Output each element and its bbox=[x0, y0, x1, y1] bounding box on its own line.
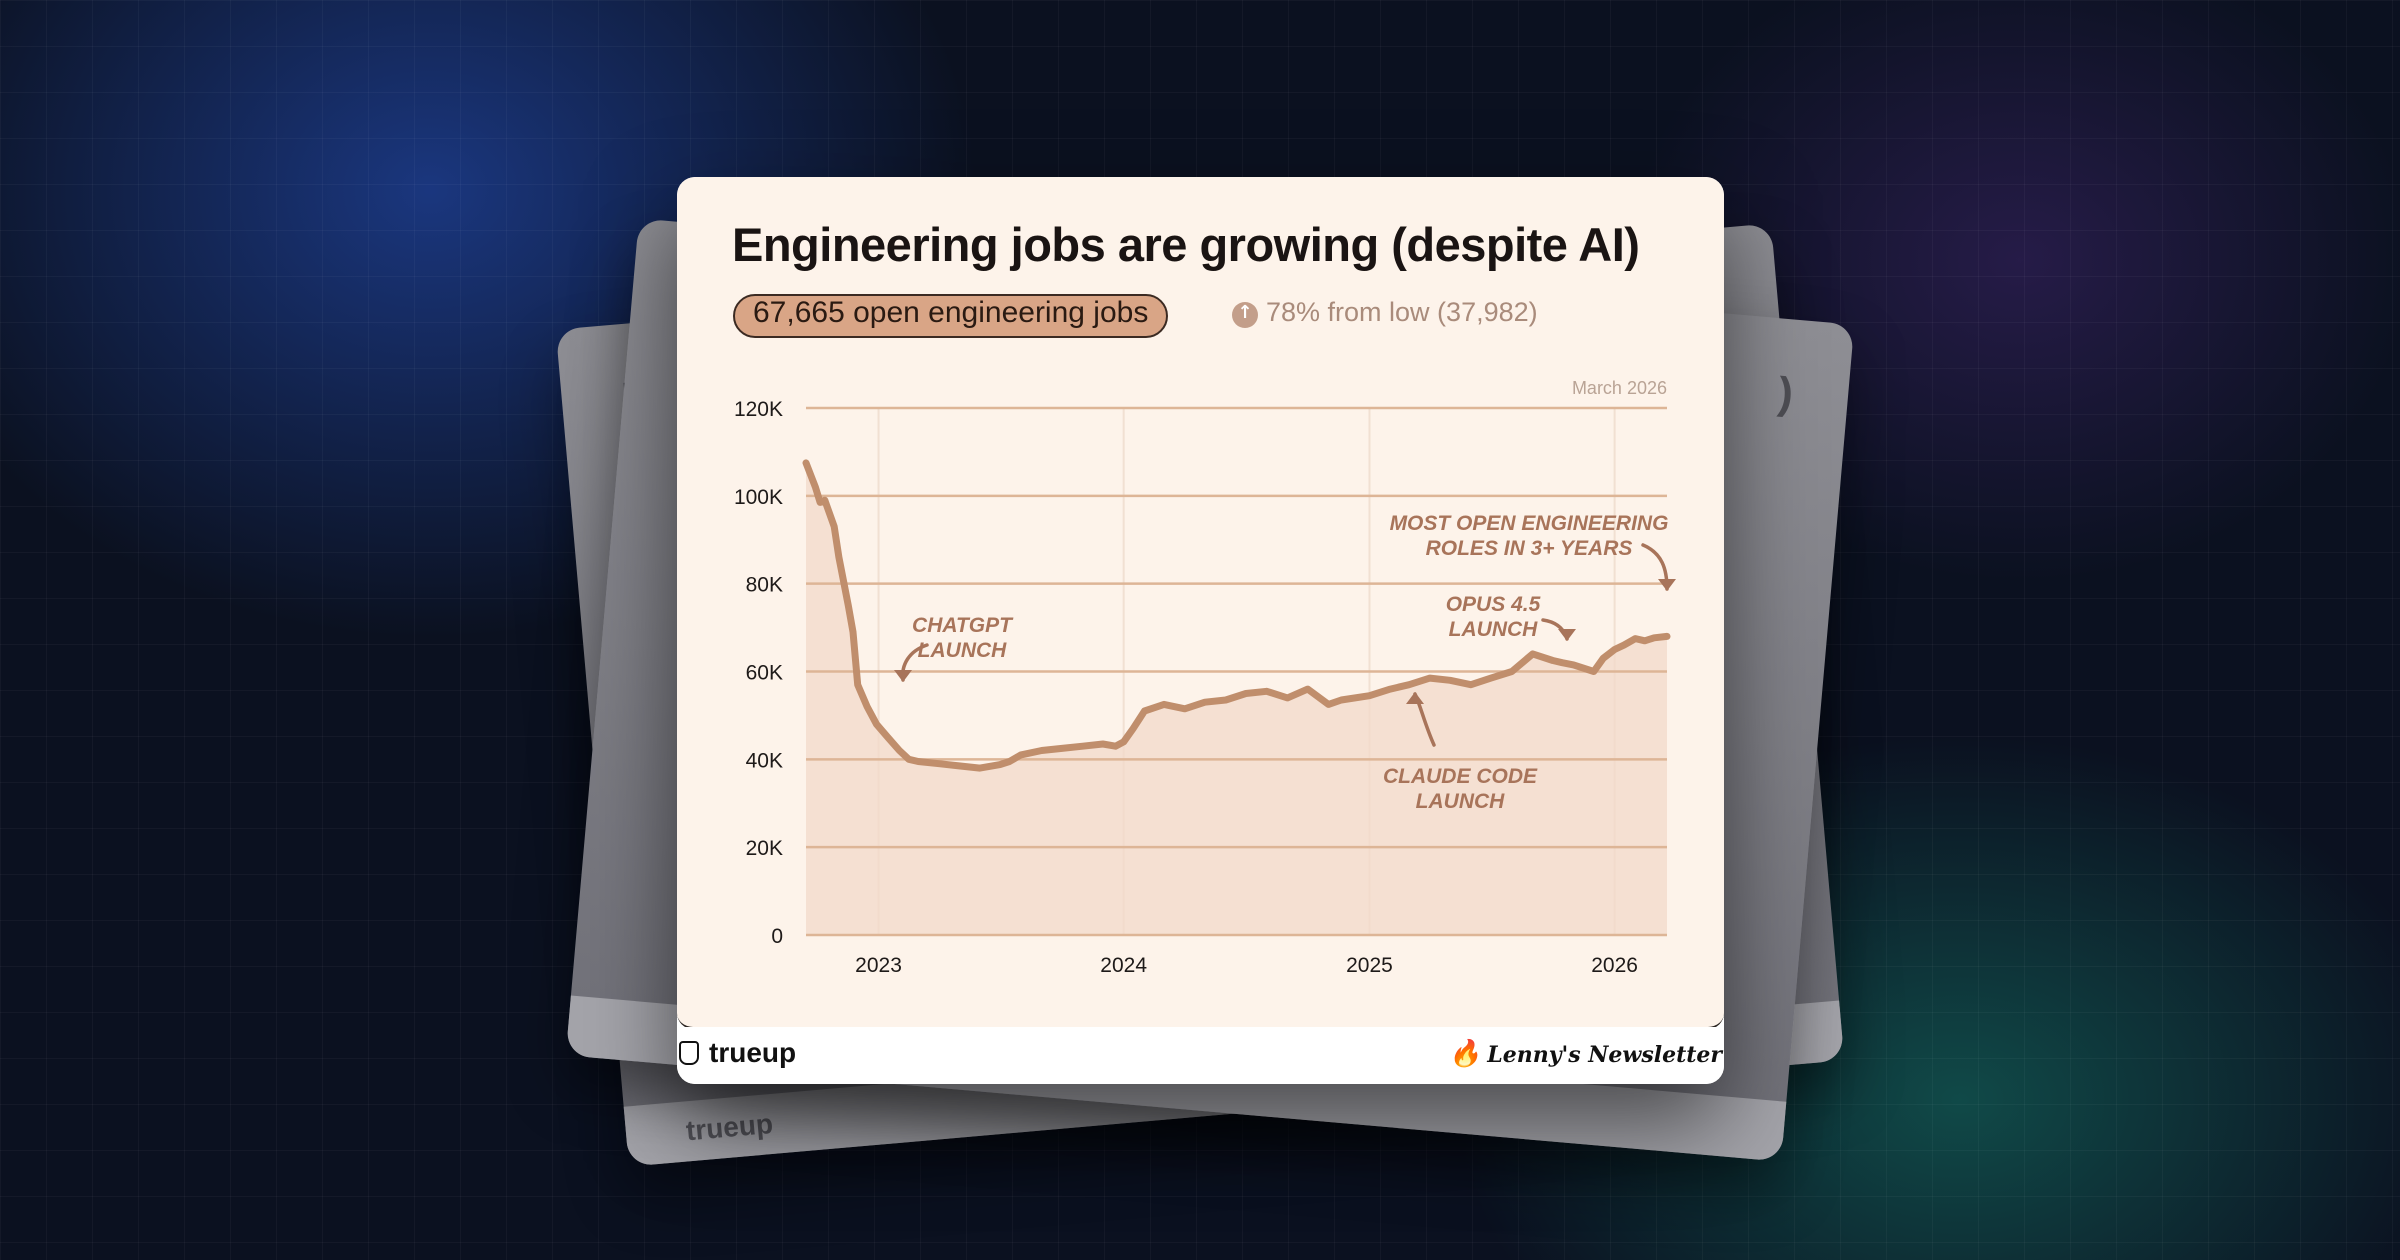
trueup-label: trueup bbox=[709, 1037, 797, 1068]
x-tick-label: 2024 bbox=[1100, 954, 1147, 977]
x-tick-label: 2023 bbox=[855, 954, 902, 977]
corner-date-label: March 2026 bbox=[1572, 378, 1667, 398]
annotation-arrowhead bbox=[1558, 629, 1576, 641]
annotation-text: CLAUDE CODE bbox=[1383, 765, 1538, 788]
growth-stat: ↑ 78% from low (37,982) bbox=[1232, 297, 1538, 335]
y-tick-label: 0 bbox=[771, 925, 783, 948]
arrow-up-circle-icon: ↑ bbox=[1232, 302, 1258, 328]
annotation-text: CHATGPT bbox=[912, 614, 1014, 637]
campfire-icon: 🔥 bbox=[1448, 1039, 1482, 1069]
growth-stat-text: 78% from low (37,982) bbox=[1266, 297, 1538, 327]
annotation-text: LAUNCH bbox=[1416, 790, 1505, 813]
series-line bbox=[802, 459, 1671, 772]
annotation-text: MOST OPEN ENGINEERING bbox=[1390, 512, 1669, 535]
annotation-arrowhead bbox=[1658, 579, 1676, 591]
annotation-text: LAUNCH bbox=[1449, 618, 1538, 641]
lennys-newsletter-label: Lenny's Newsletter bbox=[1487, 1042, 1722, 1068]
open-jobs-pill: 67,665 open engineering jobs bbox=[733, 294, 1169, 338]
chart-title: Engineering jobs are growing (despite AI… bbox=[732, 218, 1640, 271]
y-tick-label: 20K bbox=[746, 837, 783, 860]
jobs-chart: 0 20K 40K 60K 80K 100K 120K 2023 2024 2025 2026 Mar… bbox=[734, 378, 1676, 977]
annotation-arrowhead bbox=[1406, 692, 1424, 704]
trueup-logo: trueup bbox=[679, 1037, 796, 1069]
lennys-newsletter-logo: 🔥 Lenny's Newsletter bbox=[1449, 1039, 1722, 1069]
x-tick-label: 2026 bbox=[1591, 954, 1638, 977]
x-tick-label: 2025 bbox=[1346, 954, 1393, 977]
annotation-text: ROLES IN 3+ YEARS bbox=[1426, 537, 1633, 560]
y-tick-label: 80K bbox=[746, 574, 783, 597]
y-tick-label: 120K bbox=[734, 398, 783, 421]
trueup-icon bbox=[679, 1041, 699, 1065]
card-footer: trueup 🔥 Lenny's Newsletter bbox=[677, 1027, 1724, 1084]
back-card-title-right: ) bbox=[1776, 368, 1796, 419]
y-tick-label: 40K bbox=[746, 749, 783, 772]
chart-card: Engineering jobs are growing (despite AI… bbox=[677, 177, 1724, 1084]
annotation-text: LAUNCH bbox=[918, 639, 1007, 662]
y-tick-label: 100K bbox=[734, 486, 783, 509]
annotation-arrowhead bbox=[894, 670, 912, 682]
annotation-text: OPUS 4.5 bbox=[1446, 593, 1541, 616]
chart-card-body: Engineering jobs are growing (despite AI… bbox=[677, 177, 1724, 1029]
y-tick-label: 60K bbox=[746, 662, 783, 685]
